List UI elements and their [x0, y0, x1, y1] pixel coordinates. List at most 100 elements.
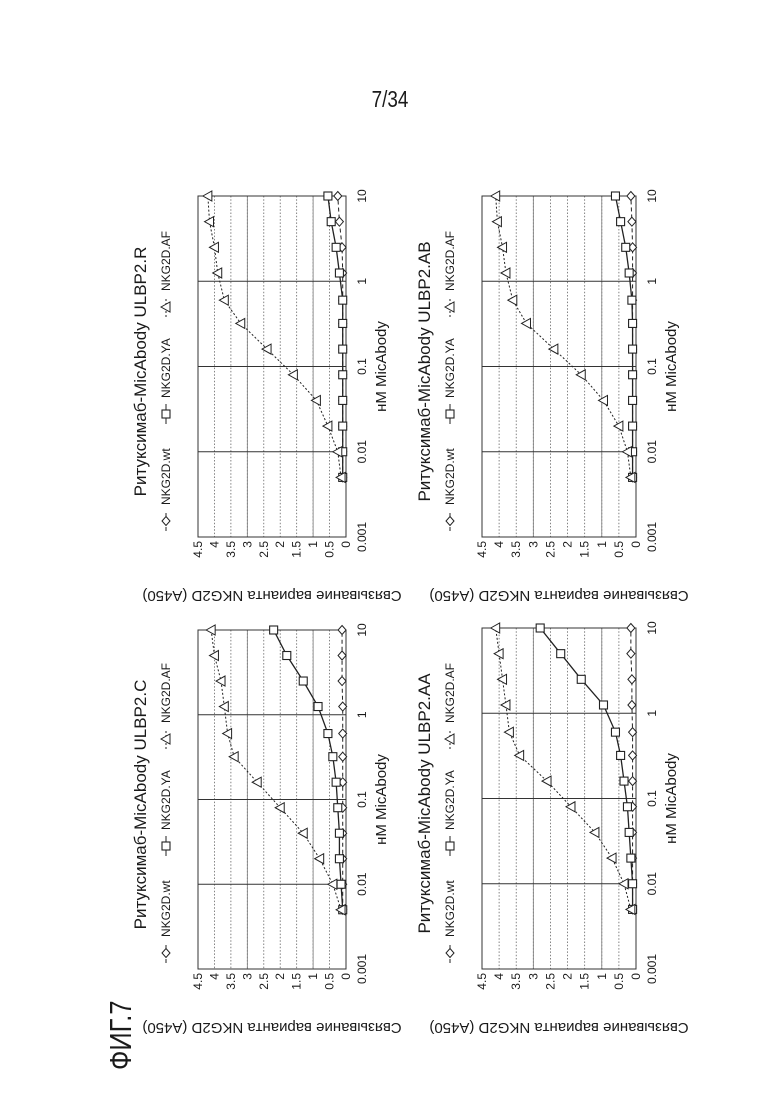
data-point: [209, 651, 218, 661]
y-tick-label: 2: [561, 973, 575, 980]
x-axis-label: нМ MicAbody: [373, 321, 390, 412]
data-point: [335, 855, 343, 863]
data-point: [614, 421, 623, 431]
data-point: [339, 319, 347, 327]
y-tick-label: 0: [339, 973, 353, 980]
data-point: [620, 777, 628, 785]
data-point: [508, 295, 517, 305]
data-point: [219, 702, 228, 712]
legend-entry: NKG2D.YA: [443, 338, 457, 398]
data-point: [617, 218, 625, 226]
x-axis-label: нМ MicAbody: [373, 754, 390, 845]
x-tick-label: 0.01: [355, 440, 369, 464]
y-tick-label: 1.5: [578, 541, 592, 558]
x-tick-label: 10: [355, 623, 369, 637]
data-point: [504, 727, 513, 737]
data-point: [629, 371, 637, 379]
series-line: [274, 630, 343, 910]
chart-title: Ритуксимаб-MicAbody ULBP2.C: [131, 680, 150, 930]
y-tick-label: 0.5: [612, 541, 626, 558]
series-line: [496, 196, 631, 477]
data-point: [252, 777, 261, 787]
data-point: [611, 728, 619, 736]
data-point: [203, 191, 212, 201]
data-point: [627, 624, 635, 633]
legend-marker: [162, 410, 170, 418]
legend-entry: NKG2D.wt: [159, 880, 173, 937]
data-point: [337, 880, 345, 888]
chart-legend: NKG2D.wtNKG2D.YANKG2D.AF: [159, 231, 173, 531]
x-tick-label: 0.001: [645, 522, 659, 552]
y-axis-label: Связывание варианта NKG2D (A450): [429, 1019, 688, 1036]
data-point: [339, 396, 347, 404]
legend-entry: NKG2D.wt: [159, 448, 173, 505]
data-point: [629, 396, 637, 404]
data-point: [628, 700, 636, 709]
data-point: [623, 803, 631, 811]
y-tick-label: 3.5: [509, 973, 523, 990]
data-point: [627, 192, 635, 201]
data-point: [315, 854, 324, 864]
y-tick-label: 3: [240, 973, 254, 980]
series-line: [208, 196, 341, 477]
y-tick-label: 0.5: [323, 973, 337, 990]
y-tick-label: 3: [526, 973, 540, 980]
y-tick-label: 1.5: [290, 973, 304, 990]
data-point: [629, 880, 637, 888]
legend-entry: NKG2D.wt: [443, 448, 457, 505]
y-tick-label: 4: [492, 541, 506, 548]
data-point: [335, 217, 343, 226]
data-point: [491, 623, 500, 633]
y-tick-label: 1: [306, 541, 320, 548]
data-point: [283, 652, 291, 660]
y-axis-label: Связывание варианта NKG2D (A450): [142, 587, 401, 604]
chart-title: Ритуксимаб-MicAbody ULBP2.AA: [415, 673, 434, 934]
data-point: [628, 296, 636, 304]
data-point: [329, 753, 337, 761]
y-tick-label: 3.5: [224, 973, 238, 990]
data-point: [492, 217, 501, 227]
series-line: [540, 628, 632, 909]
y-tick-label: 0: [629, 541, 643, 548]
x-tick-label: 1: [645, 278, 659, 285]
data-point: [629, 777, 637, 786]
y-tick-label: 3: [526, 541, 540, 548]
x-tick-label: 10: [645, 189, 659, 203]
x-tick-label: 1: [355, 278, 369, 285]
data-point: [339, 296, 347, 304]
data-point: [338, 651, 346, 660]
y-tick-label: 4: [207, 973, 221, 980]
y-tick-label: 1.5: [578, 973, 592, 990]
series-line: [496, 628, 631, 909]
x-tick-label: 0.1: [645, 790, 659, 807]
data-point: [625, 828, 633, 836]
x-tick-label: 10: [355, 189, 369, 203]
legend-marker: [162, 517, 170, 526]
data-point: [629, 751, 637, 760]
data-point: [622, 447, 631, 457]
chart-title: Ритуксимаб-MicAbody ULBP2.R: [131, 247, 150, 497]
y-tick-label: 2: [561, 541, 575, 548]
legend-entry: NKG2D.AF: [443, 231, 457, 291]
x-tick-label: 0.1: [355, 358, 369, 375]
legend-entry: NKG2D.YA: [159, 770, 173, 830]
data-point: [270, 626, 278, 634]
data-point: [629, 319, 637, 327]
y-tick-label: 4: [207, 541, 221, 548]
data-point: [619, 879, 628, 889]
legend-marker: [446, 842, 454, 850]
y-tick-label: 2.5: [543, 541, 557, 558]
data-point: [629, 345, 637, 353]
chart-legend: NKG2D.wtNKG2D.YANKG2D.AF: [159, 663, 173, 963]
y-tick-label: 0: [629, 973, 643, 980]
y-axis-label: Связывание варианта NKG2D (A450): [429, 587, 688, 604]
data-point: [629, 728, 637, 737]
data-point: [501, 268, 510, 278]
x-tick-label: 1: [645, 710, 659, 717]
data-point: [332, 778, 340, 786]
legend-entry: NKG2D.YA: [443, 770, 457, 830]
data-point: [498, 674, 507, 684]
y-tick-label: 4.5: [475, 541, 489, 558]
data-point: [617, 751, 625, 759]
